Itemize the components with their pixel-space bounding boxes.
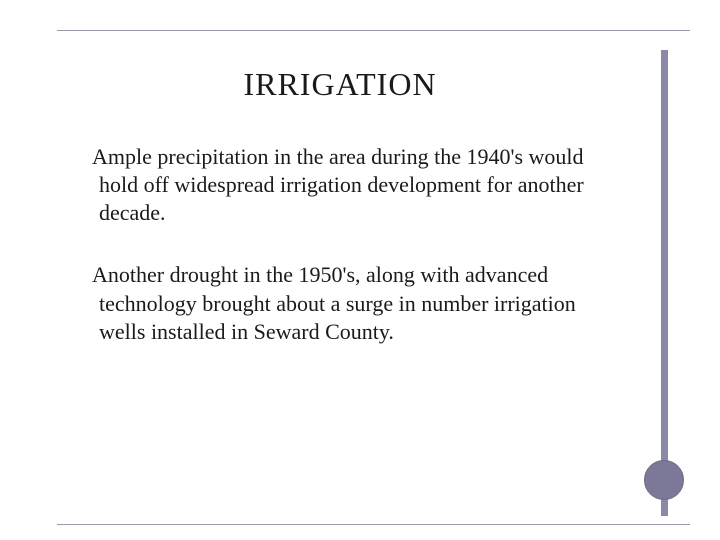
top-rule <box>57 30 690 31</box>
slide-body: Ample precipitation in the area during t… <box>92 143 597 380</box>
accent-circle-icon <box>644 460 684 500</box>
slide-title: IRRIGATION <box>0 66 720 103</box>
bottom-rule <box>57 524 690 525</box>
body-paragraph: Another drought in the 1950's, along wit… <box>92 261 597 345</box>
right-vertical-bar <box>661 50 668 516</box>
slide: IRRIGATION Ample precipitation in the ar… <box>0 0 720 540</box>
body-paragraph: Ample precipitation in the area during t… <box>92 143 597 227</box>
